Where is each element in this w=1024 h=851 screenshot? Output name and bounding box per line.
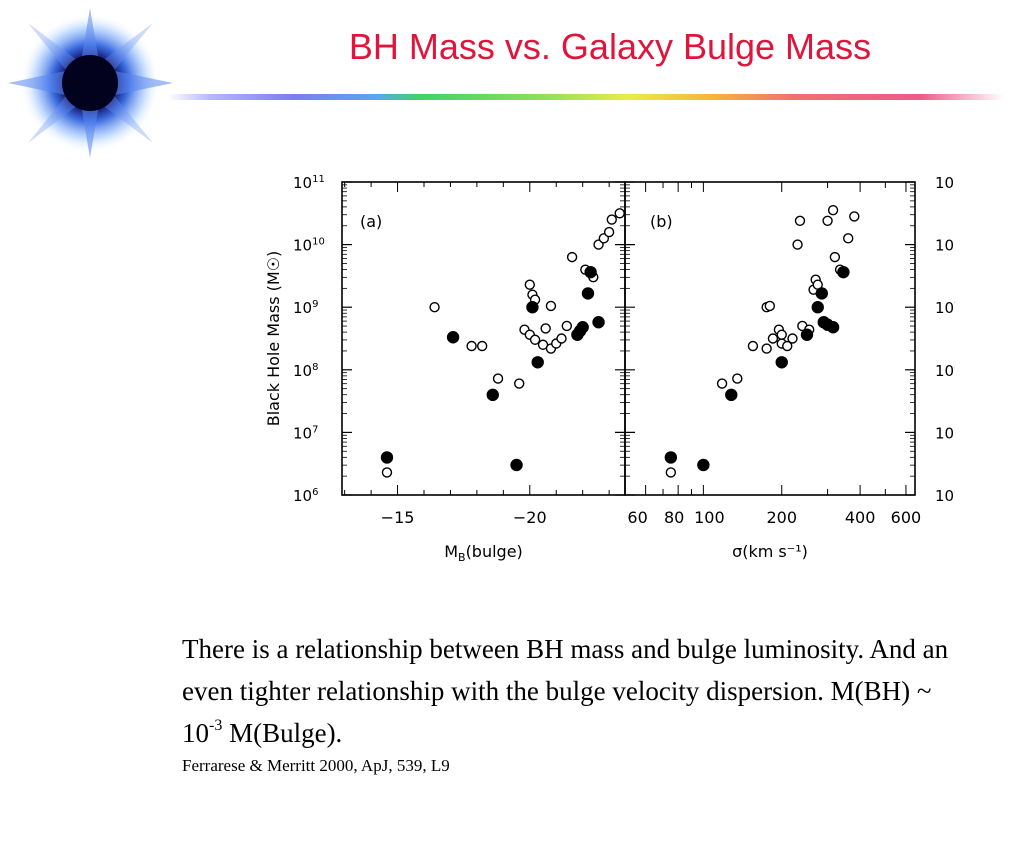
panel-b-open-point <box>776 329 787 340</box>
body-text-exponent: -3 <box>209 717 223 734</box>
panel-b-open-point <box>716 378 728 389</box>
y-tick-label-right: 107 <box>935 424 955 442</box>
panel-a-filled-point <box>380 451 394 464</box>
panel-a-filled-point <box>584 265 597 279</box>
panel-a-open-point <box>566 251 578 263</box>
y-tick-label-left: 109 <box>293 299 318 317</box>
panel-a-frame <box>341 181 626 496</box>
panel-a-filled-point <box>446 331 460 344</box>
panel-b-open-point <box>822 215 833 227</box>
x-axis-title-a: MB(bulge) <box>444 542 523 564</box>
panel-a-open-point <box>606 214 617 225</box>
panel-b-filled-point <box>775 356 788 369</box>
x-tick-label-b: 200 <box>766 508 797 527</box>
panel-a-open-point <box>561 320 573 332</box>
panel-a-filled-point <box>581 287 595 300</box>
y-tick-label-left: 1011 <box>293 174 325 192</box>
panel-a-open-point <box>492 373 504 384</box>
panel-a-open-point <box>529 334 541 345</box>
panel-b-filled-point <box>811 300 824 314</box>
panel-b-open-point <box>829 251 841 263</box>
panel-a-filled-point <box>571 328 584 341</box>
body-text-part2: M(Bulge). <box>222 718 343 748</box>
y-tick-label-right: 1011 <box>935 174 955 192</box>
panel-b-filled-point <box>800 328 814 341</box>
panel-b-open-point <box>767 333 779 344</box>
panel-b-frame <box>624 181 916 496</box>
y-tick-label-left: 107 <box>293 424 318 442</box>
panel-a-open-point <box>556 333 567 344</box>
plot-frames <box>341 181 916 496</box>
panel-a-open-point <box>466 340 477 352</box>
panel-a-open-point <box>524 279 535 290</box>
axis-ticks <box>342 181 915 496</box>
panel-a-open-point <box>614 208 625 219</box>
body-text-part1: There is a relationship between BH mass … <box>182 634 949 748</box>
panel-label-b: (b) <box>650 212 673 231</box>
panel-b-open-point <box>732 373 743 384</box>
data-points <box>380 204 860 478</box>
panel-a-filled-point <box>510 458 523 472</box>
panel-b-open-point <box>792 239 803 250</box>
panel-a-open-point <box>603 226 615 238</box>
panel-b-open-point <box>665 467 677 478</box>
panel-a-filled-point <box>486 388 499 402</box>
x-tick-label-b: 60 <box>627 508 647 527</box>
y-tick-label-left: 108 <box>293 362 318 380</box>
panel-b-open-point <box>764 300 776 312</box>
y-tick-label-right: 109 <box>935 299 955 317</box>
axis-labels: 106 107 108 109 1010 1011 106 107 108 109 1010 1011… <box>264 174 955 564</box>
x-tick-label-b: 600 <box>891 508 922 527</box>
panel-b-filled-point <box>826 321 840 334</box>
panel-a-filled-point <box>592 316 605 329</box>
panel-b-open-point <box>747 340 759 352</box>
slide-title: BH Mass vs. Galaxy Bulge Mass <box>348 26 872 67</box>
panel-a-open-point <box>381 467 393 478</box>
panel-b-open-point <box>842 233 854 244</box>
x-axis-title-b: σ(km s⁻¹) <box>732 542 808 561</box>
panel-b-open-point <box>782 340 793 352</box>
y-tick-label-left: 106 <box>293 487 318 505</box>
y-tick-label-right: 106 <box>935 487 955 505</box>
panel-b-open-point <box>787 333 798 344</box>
panel-b-open-point <box>761 343 772 354</box>
panel-b-filled-point <box>697 458 710 472</box>
x-tick-label-a: −20 <box>513 508 547 527</box>
panel-b-open-point <box>849 211 860 222</box>
panel-a-filled-point <box>531 356 544 369</box>
panel-a-open-point <box>545 300 557 312</box>
scatter-figure: 106 107 108 109 1010 1011 106 107 108 109 1010 1011… <box>264 174 955 564</box>
y-tick-label-right: 108 <box>935 362 955 380</box>
y-tick-label-right: 1010 <box>935 237 955 255</box>
body-text: There is a relationship between BH mass … <box>182 628 952 754</box>
panel-a-open-point <box>540 323 551 334</box>
panel-a-open-point <box>429 301 440 313</box>
panel-b-filled-point <box>837 265 850 279</box>
panel-a-open-point <box>476 340 488 352</box>
panel-b-filled-point <box>664 451 678 464</box>
x-tick-label-b: 80 <box>664 508 684 527</box>
y-axis-title: Black Hole Mass (M☉) <box>264 251 283 427</box>
x-tick-label-b: 400 <box>845 508 876 527</box>
y-tick-label-left: 1010 <box>293 237 325 255</box>
panel-a-open-point <box>514 378 525 389</box>
rainbow-divider <box>168 94 1004 100</box>
x-tick-label-b: 100 <box>694 508 725 527</box>
panel-b-filled-point <box>815 287 828 300</box>
panel-label-a: (a) <box>360 212 382 231</box>
panel-b-filled-point <box>725 388 738 402</box>
panel-b-open-point <box>827 204 839 216</box>
citation: Ferrarese & Merritt 2000, ApJ, 539, L9 <box>182 756 450 775</box>
panel-b-open-point <box>794 215 806 227</box>
x-tick-label-a: −15 <box>381 508 415 527</box>
galaxy-logo-image <box>8 8 173 158</box>
panel-a-filled-point <box>526 300 539 314</box>
